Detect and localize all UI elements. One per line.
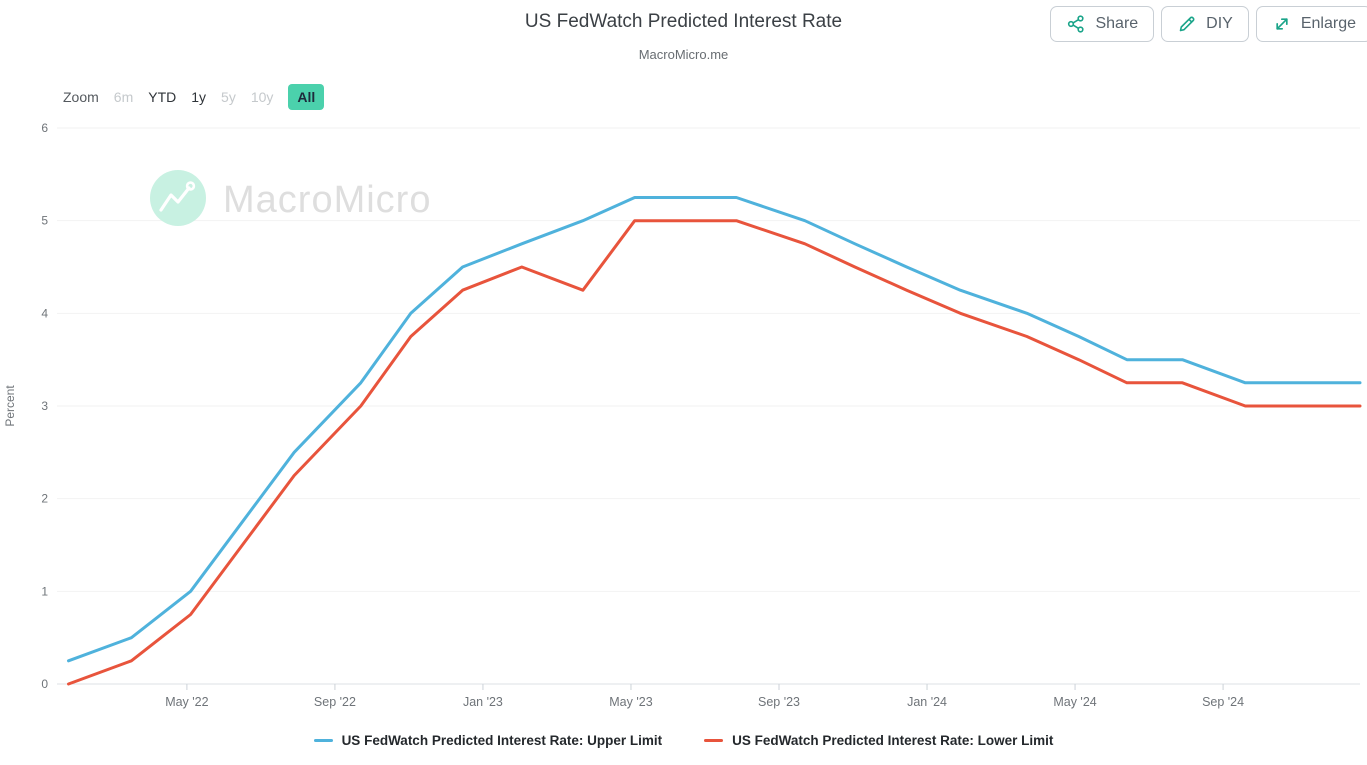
x-axis-label: May '24 [1053,695,1096,709]
watermark-text: MacroMicro [223,179,431,221]
range-6m: 6m [113,89,134,105]
range-10y: 10y [250,89,274,105]
y-axis-label: 1 [41,584,48,598]
legend-item-upper-limit[interactable]: US FedWatch Predicted Interest Rate: Upp… [313,733,663,748]
diy-button[interactable]: DIY [1161,6,1249,42]
upper-limit-legend-label: US FedWatch Predicted Interest Rate: Upp… [341,733,663,748]
x-axis-label: Sep '22 [314,695,356,709]
range-1y[interactable]: 1y [191,89,207,105]
macromicro-watermark: MacroMicro [150,170,431,226]
range-ytd[interactable]: YTD [148,89,177,105]
legend-item-lower-limit[interactable]: US FedWatch Predicted Interest Rate: Low… [704,733,1053,748]
logo-dot [185,181,196,191]
y-axis-label: 3 [41,399,48,413]
y-axis-label: 5 [41,214,48,228]
x-axis-label: Jan '24 [907,695,947,709]
series-line-lower-limit[interactable] [67,219,1362,686]
share-nodes-icon [1068,15,1085,33]
pencil-icon [1179,16,1195,32]
share-button[interactable]: Share [1050,6,1155,42]
upper-limit-color-dash [313,738,333,743]
lower-limit-legend-label: US FedWatch Predicted Interest Rate: Low… [732,733,1054,748]
lower-limit-color-dash [704,738,724,743]
logo-zigzag [159,186,191,212]
y-axis-label: 4 [41,306,48,320]
chart-legend: US FedWatch Predicted Interest Rate: Upp… [0,733,1367,748]
expand-arrows-icon [1276,18,1288,30]
x-axis-label: Sep '23 [758,695,800,709]
range-5y: 5y [221,89,236,105]
x-axis-label: May '22 [165,695,208,709]
range-toolbar: Zoom 6m YTD 1y 5y 10y All [63,84,325,110]
range-all[interactable]: All [288,84,325,110]
zoom-label: Zoom [63,89,99,105]
y-axis-label: 0 [41,677,48,691]
diy-button-label: DIY [1206,15,1233,32]
share-button-label: Share [1095,15,1139,32]
y-axis-title: Percent [3,385,17,427]
x-axis-label: Jan '23 [463,695,503,709]
header-actions: Share DIY Enlarge [1050,6,1367,42]
series-line-upper-limit[interactable] [67,196,1362,663]
y-axis-label: 2 [41,492,48,506]
y-axis-label: 6 [41,121,48,135]
macromicro-logo-icon [150,170,206,226]
enlarge-button-label: Enlarge [1300,15,1356,32]
x-axis-label: May '23 [609,695,652,709]
enlarge-button[interactable]: Enlarge [1255,6,1367,42]
page-subtitle: MacroMicro.me [638,47,729,62]
x-axis-label: Sep '24 [1202,695,1244,709]
page-title: US FedWatch Predicted Interest Rate [524,11,843,32]
